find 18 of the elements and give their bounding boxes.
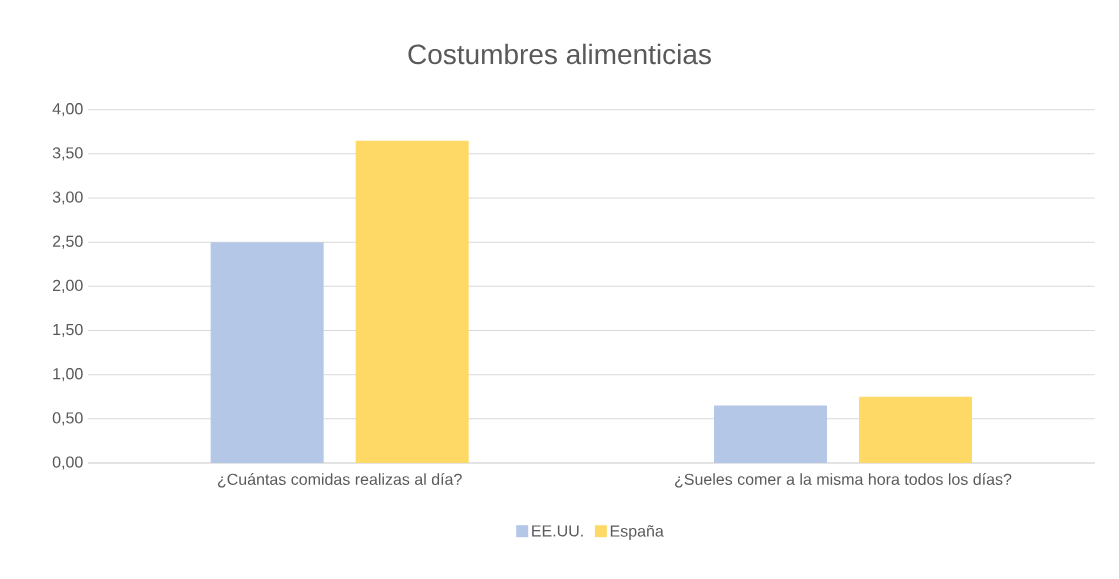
legend-label: EE.UU. [532,525,583,537]
x-tick-label: ¿Cuántas comidas realizas al día? [217,473,462,488]
y-tick-label: 1,50 [53,323,83,338]
x-tick-label: ¿Sueles comer a la misma hora todos los días? [675,473,1012,488]
legend-label: España [610,525,664,540]
y-tick-label: 1,00 [53,368,83,382]
y-tick-label: 2,00 [52,279,83,293]
bar [210,242,324,463]
bar [859,396,973,463]
y-tick-label: 3,00 [52,191,83,205]
bar [714,405,827,463]
y-tick-label: 2,50 [52,235,83,249]
bar [355,140,469,463]
y-tick-label: 0,00 [52,456,83,470]
y-tick-label: 4,00 [52,103,83,117]
y-tick-label: 0,50 [52,412,83,426]
y-tick-label: 3,50 [52,147,83,161]
chart-title: Costumbres alimenticias [408,43,711,65]
